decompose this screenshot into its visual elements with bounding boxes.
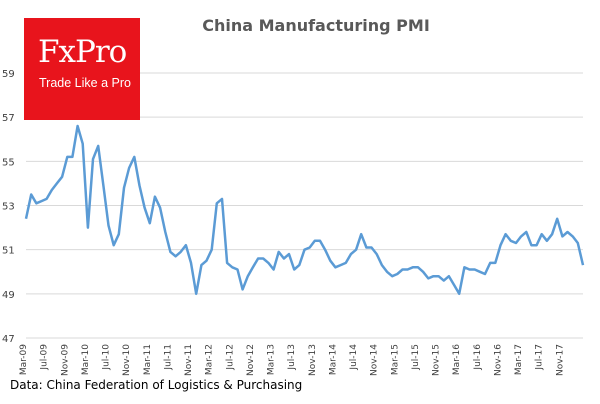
y-tick-label: 55 [2,157,15,168]
x-tick-label: Mar-14 [328,344,338,375]
y-tick-label: 51 [2,246,15,257]
y-tick-label: 53 [2,202,15,213]
x-tick-label: Jul-16 [473,344,483,371]
x-tick-label: Mar-13 [267,344,277,375]
x-tick-label: Jul-17 [535,344,545,371]
x-tick-label: Mar-12 [205,344,215,375]
x-tick-label: Jul-11 [163,344,173,371]
x-tick-label: Mar-16 [452,344,462,375]
x-tick-label: Mar-11 [143,344,153,375]
series-layer [24,124,585,296]
chart-title: China Manufacturing PMI [202,16,430,35]
x-tick-label: Mar-09 [19,344,29,375]
x-tick-label: Nov-14 [370,344,380,376]
source-note: Data: China Federation of Logistics & Pu… [8,378,305,392]
x-tick-label: Jul-14 [349,344,359,371]
x-tick-label: Nov-17 [555,344,565,376]
x-tick-label: Jul-15 [411,344,421,371]
x-tick-label: Nov-09 [60,344,70,376]
x-tick-label: Nov-16 [493,344,503,376]
x-tick-label: Mar-10 [81,344,91,375]
logo-brand: FxPro [38,34,127,70]
fxpro-logo: FxPro Trade Like a Pro [24,18,140,120]
x-tick-label: Mar-17 [514,344,524,375]
x-tick-label: Nov-12 [246,344,256,376]
x-tick-label: Nov-10 [122,344,132,376]
x-axis-ticks: Mar-09 Jul-09 Nov-09 Mar-10 Jul-10 Nov-10 Mar-… [19,344,565,376]
x-tick-label: Mar-15 [390,344,400,375]
x-tick-label: Jul-13 [287,344,297,371]
logo-tagline: Trade Like a Pro [39,76,131,90]
y-tick-label: 49 [2,290,15,301]
pmi-series-line [24,124,585,296]
y-tick-label: 59 [2,69,15,80]
x-tick-label: Nov-11 [184,344,194,376]
x-tick-label: Jul-10 [102,344,112,371]
x-tick-label: Nov-15 [432,344,442,376]
y-axis-ticks: 47 49 51 53 55 57 59 [2,69,15,345]
y-tick-label: 47 [2,334,15,345]
x-tick-label: Nov-13 [308,344,318,376]
x-tick-label: Jul-09 [40,344,50,371]
y-tick-label: 57 [2,113,15,124]
x-tick-label: Jul-12 [225,344,235,371]
